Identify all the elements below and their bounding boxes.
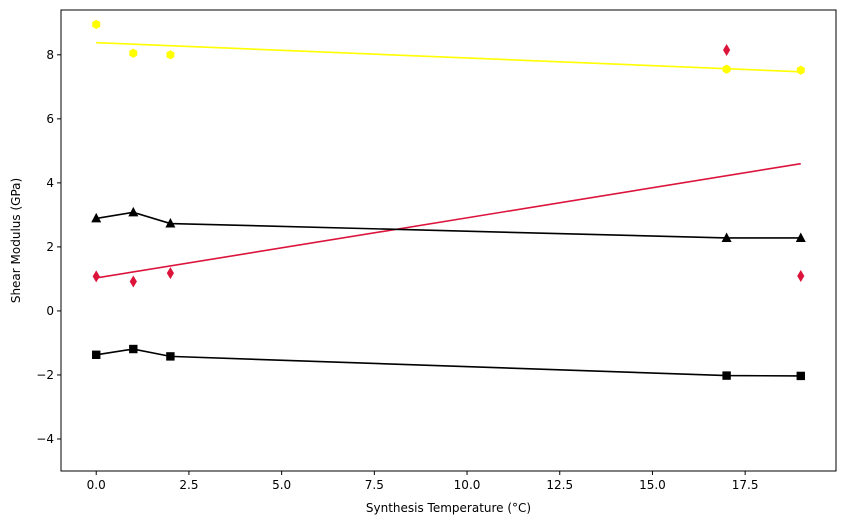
data-point [796,371,805,381]
y-tick-label: 2 [46,240,54,254]
data-point [723,44,731,57]
data-point [795,232,806,242]
series-line [96,348,801,377]
data-point [722,371,731,380]
y-tick-label: 0 [46,304,54,318]
series-4 [91,206,806,242]
series-5 [92,344,805,381]
data-point [721,232,732,242]
x-tick-label: 0.0 [87,478,106,492]
y-tick-label: −4 [36,432,54,446]
x-tick-label: 12.5 [546,478,573,492]
data-point [129,275,137,288]
series-line [96,41,801,73]
x-axis-label: Synthesis Temperature (°C) [366,501,531,515]
series-group [91,19,806,381]
data-point [166,267,174,280]
data-point [166,50,175,60]
data-point [166,352,175,361]
data-point [91,212,102,223]
series-line [96,211,801,239]
data-point [129,344,138,354]
data-point [92,350,101,359]
y-tick-label: 6 [46,112,54,126]
y-axis-label: Shear Modulus (GPa) [9,178,23,303]
y-tick-label: 8 [46,48,54,62]
x-tick-label: 10.0 [454,478,481,492]
plot-frame [60,9,837,472]
data-point [165,218,176,228]
x-tick-label: 7.5 [365,478,384,492]
series-3 [96,162,801,279]
x-tick-label: 2.5 [179,478,198,492]
data-point [797,270,805,283]
y-tick-label: 4 [46,176,54,190]
series-line [96,162,801,279]
x-tick-label: 5.0 [272,478,291,492]
axes: 0.0 2.5 5.0 7.5 10.0 12.5 15.0 17.5 −4 −2 0 2 4 6 8 [36,9,837,492]
data-point [92,270,100,283]
y-tick-label: −2 [36,368,54,382]
series-1 [96,41,801,73]
plot-area [91,19,806,381]
series-2 [92,44,805,288]
x-tick-label: 17.5 [732,478,759,492]
data-point [92,19,101,30]
data-point [796,65,805,75]
data-point [129,48,138,58]
x-tick-label: 15.0 [639,478,666,492]
data-point [128,206,139,217]
